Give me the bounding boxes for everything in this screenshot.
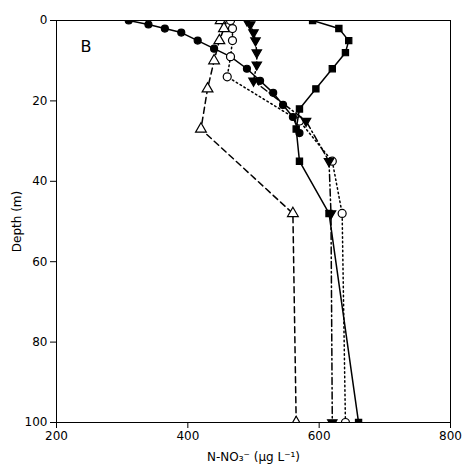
svg-text:200: 200 <box>45 429 68 443</box>
svg-text:800: 800 <box>439 429 462 443</box>
svg-text:60: 60 <box>32 255 47 269</box>
svg-text:40: 40 <box>32 174 47 188</box>
svg-text:0: 0 <box>40 13 48 27</box>
svg-text:80: 80 <box>32 335 47 349</box>
svg-text:B: B <box>81 37 92 56</box>
svg-text:100: 100 <box>25 415 48 429</box>
svg-text:400: 400 <box>176 429 199 443</box>
svg-text:600: 600 <box>308 429 331 443</box>
svg-text:N-NO₃⁻ (μg L⁻¹): N-NO₃⁻ (μg L⁻¹) <box>207 450 300 464</box>
svg-text:20: 20 <box>32 94 47 108</box>
svg-text:Depth (m): Depth (m) <box>10 191 24 252</box>
